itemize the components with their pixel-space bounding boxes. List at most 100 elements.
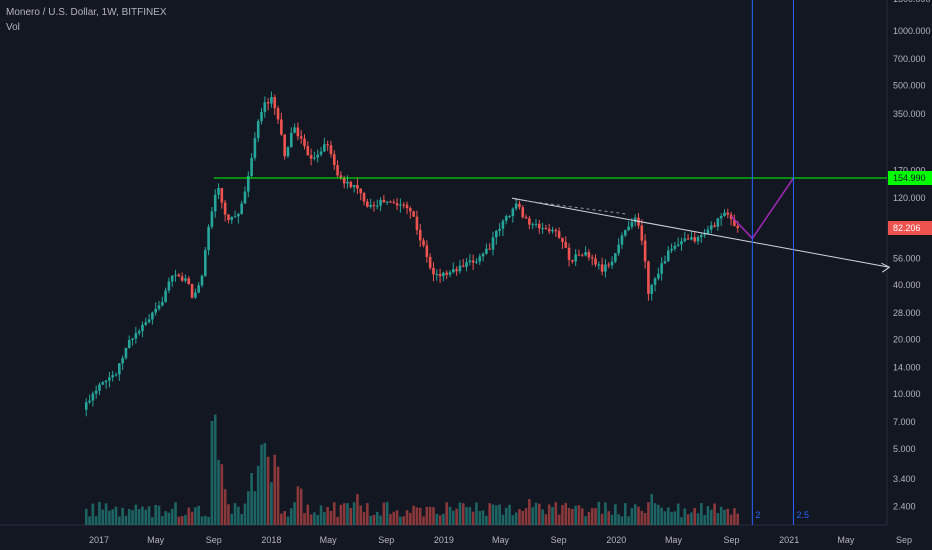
symbol-title[interactable]: Monero / U.S. Dollar, 1W, BITFINEX: [6, 7, 167, 18]
candle-body[interactable]: [693, 237, 697, 242]
candle-body[interactable]: [326, 144, 329, 146]
candle-body[interactable]: [118, 363, 121, 375]
candle-body[interactable]: [296, 127, 300, 137]
candle-body[interactable]: [518, 203, 521, 208]
candle-body[interactable]: [187, 278, 191, 285]
candle-body[interactable]: [514, 203, 518, 209]
candle-body[interactable]: [733, 219, 736, 226]
candle-body[interactable]: [399, 204, 402, 206]
candle-body[interactable]: [220, 188, 224, 203]
candle-body[interactable]: [541, 228, 544, 230]
candle-body[interactable]: [114, 374, 118, 376]
candle-body[interactable]: [653, 278, 657, 285]
candle-body[interactable]: [342, 178, 346, 184]
volume-label[interactable]: Vol: [6, 22, 20, 33]
candle-body[interactable]: [716, 218, 720, 227]
candle-body[interactable]: [111, 375, 115, 378]
candle-body[interactable]: [332, 154, 336, 166]
drawings[interactable]: 2 2.5: [213, 0, 891, 525]
candle-body[interactable]: [349, 181, 353, 188]
time-axis[interactable]: 2017 May Sep 2018 May Sep 2019 May Sep 2020 May Sep…: [89, 535, 912, 545]
candle-body[interactable]: [230, 216, 234, 220]
candle-body[interactable]: [534, 223, 538, 225]
candle-body[interactable]: [137, 331, 141, 334]
candle-body[interactable]: [574, 254, 577, 262]
candle-body[interactable]: [151, 312, 154, 320]
projection-path[interactable]: [730, 177, 795, 240]
candle-body[interactable]: [313, 157, 316, 159]
candle-body[interactable]: [594, 258, 597, 265]
candle-body[interactable]: [465, 262, 468, 267]
candle-body[interactable]: [108, 377, 111, 381]
candle-body[interactable]: [584, 252, 587, 256]
candle-body[interactable]: [481, 253, 485, 257]
candle-body[interactable]: [362, 193, 366, 202]
candle-body[interactable]: [442, 272, 445, 277]
candle-body[interactable]: [680, 241, 683, 245]
candle-body[interactable]: [508, 216, 511, 218]
candle-body[interactable]: [98, 384, 101, 391]
candle-body[interactable]: [121, 358, 124, 364]
candle-body[interactable]: [144, 322, 148, 325]
candle-body[interactable]: [723, 212, 726, 217]
candle-body[interactable]: [250, 157, 253, 177]
candle-body[interactable]: [319, 151, 323, 155]
candle-body[interactable]: [203, 250, 207, 276]
candle-body[interactable]: [256, 121, 260, 139]
candle-body[interactable]: [537, 223, 541, 229]
candle-body[interactable]: [607, 264, 611, 266]
candle-body[interactable]: [551, 229, 554, 232]
candle-body[interactable]: [577, 254, 581, 256]
candle-body[interactable]: [200, 275, 204, 286]
candle-body[interactable]: [385, 201, 389, 203]
candle-body[interactable]: [617, 244, 620, 254]
candle-body[interactable]: [147, 319, 151, 323]
candle-body[interactable]: [458, 265, 462, 272]
candle-body[interactable]: [428, 256, 432, 268]
candle-body[interactable]: [240, 203, 243, 214]
candle-body[interactable]: [564, 242, 568, 248]
candle-body[interactable]: [709, 225, 713, 230]
candle-body[interactable]: [660, 263, 663, 274]
candle-body[interactable]: [425, 245, 429, 257]
candle-body[interactable]: [623, 230, 627, 236]
candle-body[interactable]: [736, 225, 740, 228]
trendline[interactable]: [511, 197, 890, 268]
candle-body[interactable]: [124, 347, 128, 359]
candle-body[interactable]: [223, 202, 227, 215]
candle-body[interactable]: [154, 308, 157, 313]
candle-body[interactable]: [610, 261, 614, 266]
candle-body[interactable]: [495, 230, 498, 238]
candle-body[interactable]: [409, 208, 412, 212]
candle-body[interactable]: [620, 235, 624, 245]
candle-body[interactable]: [700, 235, 703, 238]
candle-body[interactable]: [273, 97, 277, 109]
candle-body[interactable]: [233, 216, 237, 218]
dashed-trendline[interactable]: [515, 199, 628, 215]
candle-body[interactable]: [491, 237, 495, 250]
candle-body[interactable]: [521, 207, 525, 218]
candle-body[interactable]: [289, 132, 293, 148]
candle-body[interactable]: [210, 211, 214, 227]
candle-body[interactable]: [627, 226, 630, 231]
candle-body[interactable]: [452, 269, 455, 273]
candle-body[interactable]: [366, 201, 369, 207]
candle-body[interactable]: [640, 225, 644, 241]
candle-body[interactable]: [597, 264, 601, 266]
candle-body[interactable]: [379, 199, 382, 206]
candle-body[interactable]: [375, 205, 379, 207]
candle-body[interactable]: [389, 201, 392, 203]
candle-body[interactable]: [276, 108, 280, 120]
candle-body[interactable]: [303, 138, 306, 147]
candle-body[interactable]: [266, 102, 270, 104]
candle-body[interactable]: [184, 278, 187, 281]
candle-body[interactable]: [415, 216, 419, 231]
candle-body[interactable]: [283, 134, 286, 157]
candle-body[interactable]: [435, 273, 439, 275]
candle-body[interactable]: [190, 284, 194, 298]
candle-body[interactable]: [438, 273, 442, 277]
candle-body[interactable]: [650, 284, 654, 294]
candle-body[interactable]: [706, 229, 710, 235]
candle-body[interactable]: [293, 127, 296, 133]
